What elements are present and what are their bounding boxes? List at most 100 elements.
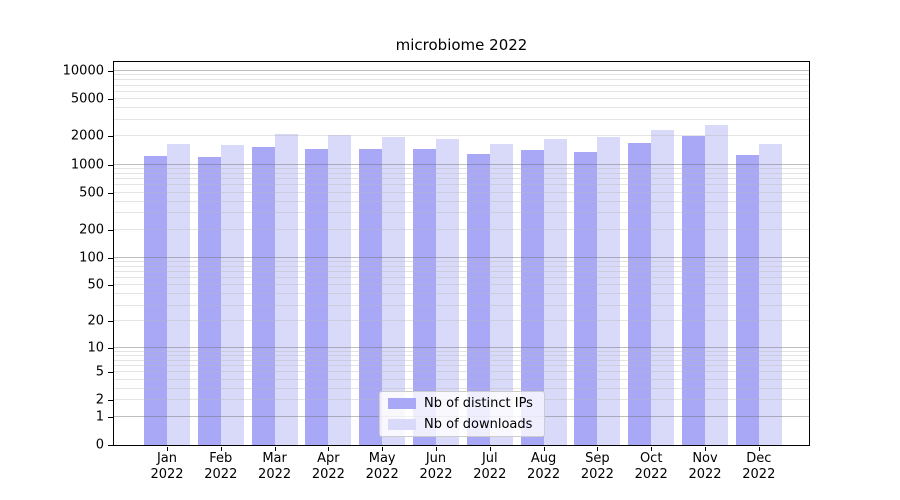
x-tick-mark — [543, 447, 545, 451]
gridline — [114, 346, 809, 348]
x-tick-label-jul: Jul 2022 — [473, 451, 507, 483]
x-tick-mark — [274, 447, 276, 451]
y-tick-label: 200 — [79, 222, 104, 238]
bar-nb-of-downloads-dec — [758, 143, 782, 445]
x-tick-label-oct: Oct 2022 — [634, 451, 668, 483]
bar-nb-of-downloads-mar — [274, 134, 298, 445]
x-tick-label-jan: Jan 2022 — [150, 451, 184, 483]
gridline — [114, 163, 809, 165]
x-tick-mark — [597, 447, 599, 451]
legend-label: Nb of downloads — [424, 417, 533, 432]
y-tick-mark — [108, 229, 113, 231]
bar-nb-of-distinct-ips-jun — [413, 149, 436, 445]
y-tick-label: 20 — [87, 313, 104, 329]
gridline — [114, 191, 809, 193]
x-tick-mark — [489, 447, 491, 451]
bar-nb-of-distinct-ips-oct — [628, 142, 652, 445]
bar-nb-of-downloads-sep — [597, 137, 621, 445]
gridline — [114, 371, 809, 373]
x-tick-mark — [220, 447, 222, 451]
gridline — [114, 172, 809, 174]
x-tick-mark — [705, 447, 706, 451]
y-tick-mark — [108, 136, 113, 138]
y-tick-mark — [108, 372, 113, 374]
gridline — [114, 84, 809, 86]
x-tick-label-dec: Dec 2022 — [742, 451, 776, 483]
legend: Nb of distinct IPs Nb of downloads — [379, 391, 545, 437]
bar-nb-of-downloads-oct — [651, 129, 675, 445]
gridline — [114, 70, 809, 72]
bar-nb-of-downloads-apr — [328, 135, 352, 445]
x-tick-label-nov: Nov 2022 — [688, 451, 722, 483]
gridline — [114, 320, 809, 322]
bar-nb-of-distinct-ips-dec — [735, 155, 759, 445]
x-tick-label-mar: Mar 2022 — [258, 451, 292, 483]
gridline — [114, 135, 809, 137]
bar-nb-of-downloads-jun — [436, 138, 459, 445]
bar-nb-of-downloads-jul — [489, 143, 513, 445]
y-tick-mark — [108, 400, 113, 402]
gridline — [114, 98, 809, 100]
x-tick-mark — [382, 447, 384, 451]
gridline — [114, 270, 809, 272]
x-tick-label-feb: Feb 2022 — [204, 451, 238, 483]
bar-nb-of-distinct-ips-mar — [251, 147, 275, 445]
chart-title: microbiome 2022 — [395, 36, 528, 54]
y-tick-label: 10000 — [62, 63, 104, 79]
y-tick-mark — [108, 71, 113, 73]
gridline — [114, 365, 809, 366]
y-tick-label: 2000 — [70, 128, 104, 144]
x-tick-label-sep: Sep 2022 — [580, 451, 614, 483]
bar-nb-of-distinct-ips-jan — [144, 156, 167, 445]
x-tick-mark — [328, 447, 330, 451]
gridline — [114, 90, 809, 92]
gridline — [114, 118, 809, 120]
bar-nb-of-distinct-ips-apr — [305, 149, 329, 445]
y-tick-label: 5 — [95, 364, 104, 380]
legend-swatch-nb-of-downloads — [388, 419, 416, 430]
y-tick-label: 1 — [95, 409, 104, 425]
gridline — [114, 260, 809, 262]
bar-nb-of-distinct-ips-feb — [197, 156, 221, 445]
bar-nb-of-downloads-nov — [705, 124, 728, 445]
y-tick-label: 2 — [95, 392, 104, 408]
legend-label: Nb of distinct IPs — [424, 396, 533, 411]
gridline — [114, 350, 809, 352]
gridline — [114, 359, 809, 361]
x-tick-label-may: May 2022 — [365, 451, 399, 483]
bar-nb-of-distinct-ips-jul — [466, 153, 490, 445]
gridline — [114, 304, 809, 306]
gridline — [114, 378, 809, 380]
gridline — [114, 74, 809, 76]
gridline — [114, 256, 809, 258]
gridline — [114, 387, 809, 389]
x-tick-mark — [167, 447, 168, 451]
y-tick-mark — [108, 99, 113, 101]
bar-nb-of-distinct-ips-nov — [682, 135, 705, 445]
y-tick-mark — [108, 257, 113, 259]
x-tick-mark — [651, 447, 653, 451]
bar-nb-of-distinct-ips-may — [359, 148, 383, 445]
x-tick-mark — [436, 447, 437, 451]
bar-nb-of-downloads-feb — [220, 145, 244, 445]
x-tick-label-aug: Aug 2022 — [527, 451, 561, 483]
y-tick-label: 5000 — [70, 91, 104, 107]
bar-nb-of-distinct-ips-sep — [574, 152, 598, 445]
y-tick-mark — [108, 347, 113, 349]
y-tick-mark — [108, 285, 113, 287]
legend-entry-nb-of-downloads: Nb of downloads — [380, 416, 544, 434]
gridline — [114, 200, 809, 202]
y-tick-label: 50 — [87, 277, 104, 293]
gridline — [114, 265, 809, 267]
gridline — [114, 293, 809, 295]
x-tick-label-jun: Jun 2022 — [419, 451, 453, 483]
y-tick-mark — [108, 164, 113, 166]
y-tick-label: 10 — [87, 340, 104, 356]
gridline — [114, 284, 809, 286]
y-tick-label: 0 — [95, 437, 104, 453]
gridline — [114, 212, 809, 214]
y-tick-label: 500 — [79, 185, 104, 201]
y-tick-mark — [108, 445, 113, 446]
gridline — [114, 354, 809, 356]
